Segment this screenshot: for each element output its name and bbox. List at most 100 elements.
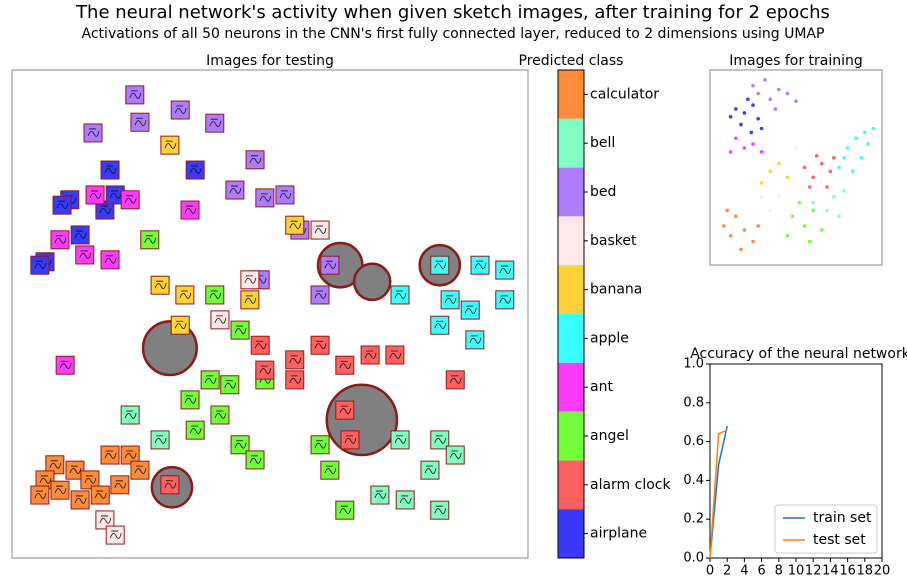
sketch-glyph: [234, 325, 247, 334]
training-dot: [759, 150, 764, 154]
colorbar-label: calculator: [590, 86, 659, 102]
colorbar-label: banana: [590, 282, 642, 298]
sketch-glyph: [324, 260, 337, 269]
sketch-glyph: [289, 355, 302, 364]
training-dot: [802, 165, 807, 170]
x-tick-label: 16: [839, 564, 856, 578]
y-tick-label: 1.0: [683, 357, 704, 372]
sketch-glyph: [314, 340, 327, 350]
sketch-glyph: [124, 450, 137, 459]
sketch-glyph: [84, 475, 97, 484]
sketch-glyph: [124, 195, 137, 204]
training-dot: [794, 146, 798, 150]
accuracy-line: [709, 429, 728, 559]
colorbar-segment: [558, 362, 584, 412]
sketch-glyph: [314, 225, 327, 234]
sketch-glyph: [399, 495, 412, 504]
sketch-glyph: [499, 295, 512, 304]
sketch-glyph: [204, 375, 217, 384]
sketch-glyph: [214, 315, 227, 324]
y-tick-label: 0.4: [683, 473, 704, 488]
training-dot: [749, 130, 754, 135]
sketch-glyph: [179, 290, 192, 299]
sketch-glyph: [74, 230, 87, 239]
sketch-glyph: [499, 265, 512, 274]
x-tick-label: 4: [740, 564, 748, 578]
sketch-glyph: [434, 320, 447, 330]
sketch-glyph: [164, 480, 177, 489]
training-dot: [734, 107, 738, 111]
training-dot: [742, 111, 747, 115]
training-dot: [734, 136, 738, 141]
colorbar-label: angel: [590, 428, 629, 444]
sketch-glyph: [154, 280, 167, 289]
training-dot: [759, 126, 764, 131]
training-dot: [825, 185, 829, 189]
colorbar-label: alarm clock: [590, 477, 671, 493]
sketch-glyph: [74, 495, 87, 504]
sketch-glyph: [59, 360, 72, 370]
colorbar-segment: [558, 167, 584, 217]
sketch-glyph: [54, 485, 67, 494]
y-tick-label: 0.8: [683, 395, 704, 410]
sketch-glyph: [209, 118, 222, 127]
training-dot: [811, 208, 815, 213]
training-dot: [751, 142, 755, 146]
sketch-glyph: [184, 205, 197, 214]
training-dot: [785, 233, 790, 238]
sketch-glyph: [56, 200, 69, 209]
training-dot: [845, 146, 850, 150]
training-dot: [728, 115, 733, 119]
training-dot: [742, 146, 747, 150]
x-tick-label: 0: [706, 564, 714, 578]
sketch-glyph: [449, 375, 462, 384]
training-dot: [742, 228, 747, 232]
sketch-glyph: [104, 450, 117, 459]
training-dot: [768, 169, 772, 174]
sketch-glyph: [189, 425, 202, 434]
training-dot: [820, 161, 824, 166]
training-dot: [802, 224, 807, 228]
training-dot: [811, 200, 815, 205]
sketch-glyph: [339, 405, 352, 414]
sketch-glyph: [99, 205, 112, 214]
sketch-glyph: [259, 365, 272, 374]
sketch-glyph: [444, 295, 457, 304]
sketch-glyph: [314, 440, 327, 449]
sketch-glyph: [89, 190, 102, 199]
sketch-glyph: [259, 193, 272, 202]
sketch-glyph: [344, 435, 357, 444]
sketch-glyph: [164, 140, 177, 149]
colorbar-segment: [558, 411, 584, 461]
sketch-glyph: [394, 435, 407, 444]
sketch-glyph: [69, 465, 82, 474]
training-dot: [832, 155, 836, 160]
highlight-circle: [141, 320, 198, 377]
sketch-glyph: [54, 235, 67, 244]
colorbar-title: Predicted class: [519, 53, 624, 69]
training-dot: [768, 208, 772, 213]
highlight-circle: [352, 262, 392, 302]
colorbar-label: apple: [590, 330, 629, 346]
sketch-glyph: [234, 440, 247, 449]
sketch-glyph: [249, 155, 262, 164]
plot-frame: [11, 69, 529, 559]
x-tick-label: 8: [775, 564, 783, 578]
training-dot: [854, 136, 858, 141]
sketch-glyph: [134, 465, 147, 474]
highlight-circle: [325, 383, 399, 457]
training-dot: [746, 97, 750, 102]
training-dot: [859, 155, 864, 160]
accuracy-line: [709, 425, 728, 559]
sketch-glyph: [289, 375, 302, 384]
x-tick-label: 20: [874, 564, 891, 578]
sketch-glyph: [244, 275, 257, 284]
sketch-glyph: [114, 480, 127, 489]
sketch-glyph: [87, 128, 100, 137]
training-dot: [814, 154, 819, 158]
sketch-glyph: [464, 305, 477, 314]
training-dot: [837, 165, 841, 170]
training-dot: [807, 185, 812, 189]
y-tick-label: 0.6: [683, 434, 704, 449]
legend-label: train set: [813, 510, 872, 526]
